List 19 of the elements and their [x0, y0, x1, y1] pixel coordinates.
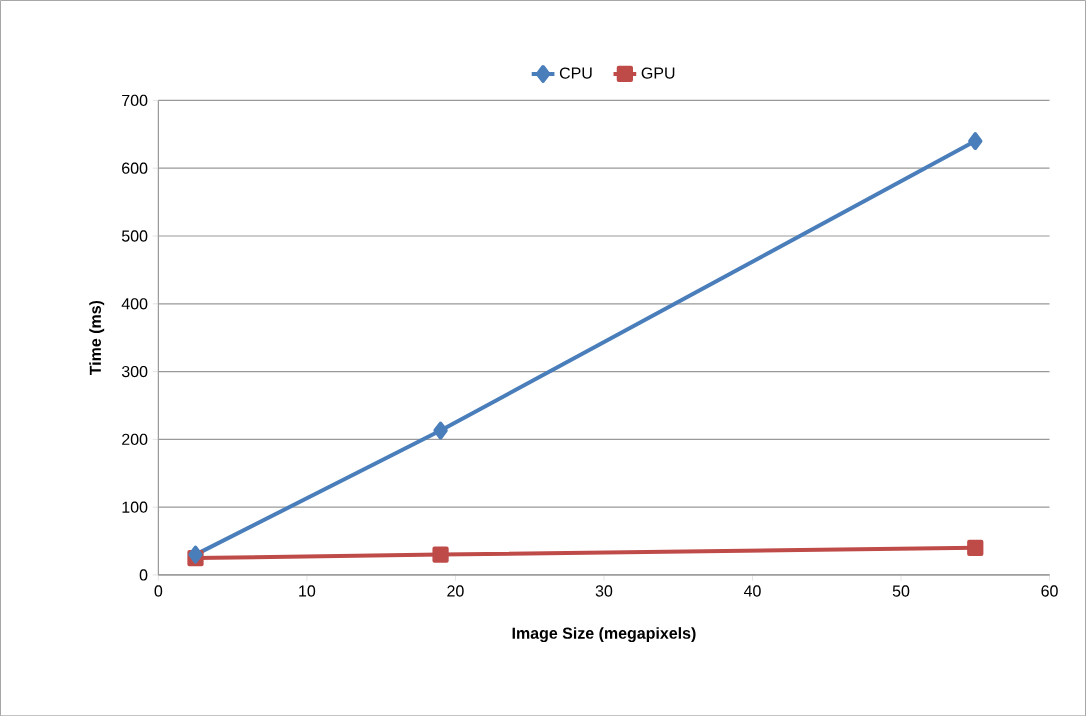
y-tick-label: 300	[121, 365, 148, 378]
x-tick-label: 50	[892, 585, 910, 597]
y-tick-label: 200	[122, 433, 148, 445]
x-tick-label: 10	[299, 585, 316, 597]
y-axis-title: Time (ms)	[89, 300, 105, 375]
x-tick-label: 30	[595, 585, 613, 597]
y-tick-label: 700	[122, 94, 148, 106]
x-tick-label: 60	[1041, 585, 1058, 597]
y-tick-label: 500	[121, 230, 148, 242]
x-tick-label: 40	[743, 585, 761, 597]
x-tick-label: 0	[154, 585, 163, 597]
legend-label: GPU	[641, 67, 675, 79]
y-tick-label: 0	[139, 569, 148, 581]
y-tick-label: 600	[122, 162, 148, 174]
legend-label: CPU	[559, 67, 592, 79]
y-tick-label: 400	[121, 297, 148, 310]
x-axis-title: Image Size (megapixels)	[512, 626, 696, 642]
x-tick-label: 20	[447, 585, 464, 597]
y-tick-label: 100	[122, 501, 148, 513]
